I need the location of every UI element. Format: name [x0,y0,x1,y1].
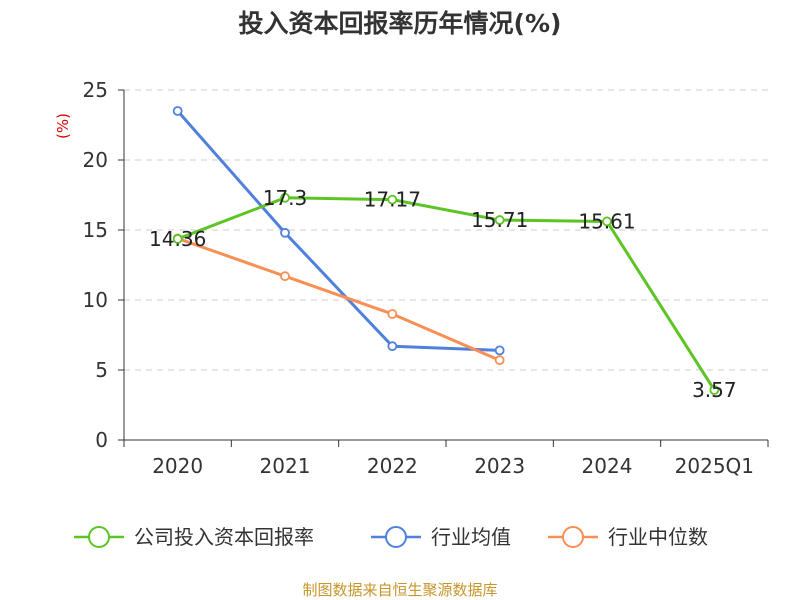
y-tick-label: 15 [83,218,108,242]
x-tick-label: 2021 [260,454,311,478]
data-point [280,192,290,203]
y-axis-unit: (%) [54,113,72,139]
y-tick-label: 10 [83,288,108,312]
x-tick-label: 2025Q1 [675,454,754,478]
legend-marker [385,526,407,548]
data-point [280,271,290,282]
chart-title: 投入资本回报率历年情况(%) [239,9,562,38]
legend-marker [88,526,110,548]
legend[interactable]: 公司投入资本回报率 行业均值 行业中位数 [74,525,708,549]
data-point [602,216,612,227]
data-point [172,234,183,244]
data-label: 15.71 [471,208,528,232]
data-point [387,341,398,352]
data-point [280,227,290,238]
data-point [494,345,505,356]
series-line-1 [176,110,500,352]
data-point [709,385,720,395]
data-label: 17.3 [263,186,308,210]
data-point [387,194,398,205]
y-tick-label: 0 [95,428,108,452]
y-tick-label: 25 [83,78,108,102]
y-tick-label: 20 [83,148,108,172]
data-labels: 14.36 17.3 17.17 15.71 15.61 3.57 [149,186,737,402]
axes: 0 5 10 15 20 25 2020 2021 2022 2023 2024 2025Q1 [83,78,769,478]
legend-item-2[interactable]: 行业中位数 [548,525,708,549]
data-label: 3.57 [692,378,737,402]
data-point [172,106,183,116]
x-tick-label: 2022 [367,454,418,478]
data-point [494,215,505,225]
legend-label: 行业均值 [431,525,511,549]
series-line-0 [177,196,716,391]
y-tick-label: 5 [95,358,108,382]
data-label: 17.17 [364,188,421,212]
series-lines [172,106,720,395]
legend-label: 公司投入资本回报率 [134,525,314,549]
x-tick-label: 2023 [474,454,525,478]
x-tick-label: 2024 [582,454,633,478]
x-tick-label: 2020 [152,454,203,478]
legend-item-1[interactable]: 行业均值 [371,525,511,549]
data-source-note: 制图数据来自恒生聚源数据库 [302,581,497,599]
data-label: 14.36 [149,227,206,251]
legend-label: 行业中位数 [608,525,708,549]
legend-item-0[interactable]: 公司投入资本回报率 [74,525,314,549]
data-label: 15.61 [578,209,635,233]
series-line-2 [177,236,501,362]
data-point [387,309,398,319]
grid-lines [124,89,768,371]
data-point [494,355,505,366]
legend-marker [562,526,584,548]
